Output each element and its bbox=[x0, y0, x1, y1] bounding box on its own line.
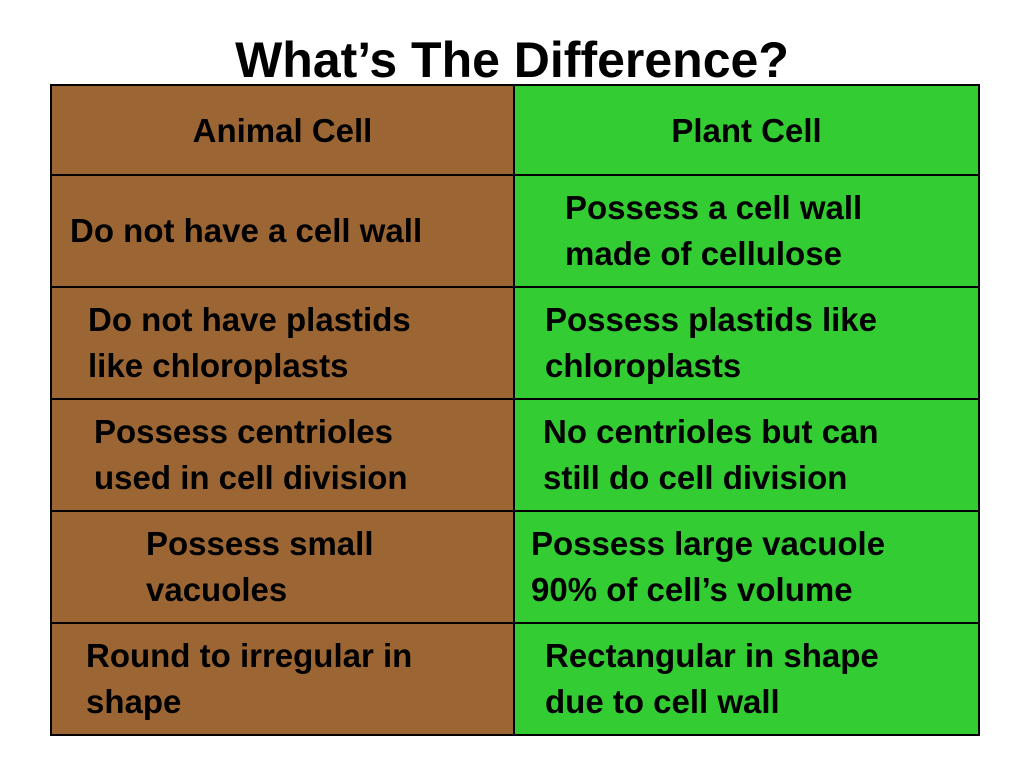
plant-cell-text: Possess large vacuole 90% of cell’s volu… bbox=[531, 525, 886, 608]
table-row: Round to irregular in shape Rectangular … bbox=[50, 622, 980, 736]
animal-cell-text: Possess centrioles used in cell division bbox=[94, 413, 408, 496]
table-row: Do not have plastids like chloroplasts P… bbox=[50, 286, 980, 400]
plant-cell-entry: Possess large vacuole 90% of cell’s volu… bbox=[513, 510, 980, 624]
table-row: Possess small vacuoles Possess large vac… bbox=[50, 510, 980, 624]
slide-title: What’s The Difference? bbox=[235, 32, 789, 88]
table-header-row: Animal Cell Plant Cell bbox=[50, 84, 980, 176]
plant-cell-text: Rectangular in shape due to cell wall bbox=[545, 637, 879, 720]
header-animal-cell: Animal Cell bbox=[50, 84, 515, 176]
header-plant-cell: Plant Cell bbox=[513, 84, 980, 176]
comparison-table: Animal Cell Plant Cell Do not have a cel… bbox=[50, 84, 980, 736]
animal-cell-entry: Round to irregular in shape bbox=[50, 622, 515, 736]
animal-cell-entry: Possess centrioles used in cell division bbox=[50, 398, 515, 512]
plant-cell-text: Possess a cell wall made of cellulose bbox=[565, 189, 863, 272]
animal-cell-entry: Do not have a cell wall bbox=[50, 174, 515, 288]
animal-cell-entry: Do not have plastids like chloroplasts bbox=[50, 286, 515, 400]
animal-cell-text: Do not have a cell wall bbox=[70, 212, 423, 249]
plant-cell-text: Possess plastids like chloroplasts bbox=[545, 301, 878, 384]
plant-cell-text: No centrioles but can still do cell divi… bbox=[543, 413, 879, 496]
plant-cell-entry: Possess plastids like chloroplasts bbox=[513, 286, 980, 400]
table-row: Do not have a cell wall Possess a cell w… bbox=[50, 174, 980, 288]
plant-cell-entry: No centrioles but can still do cell divi… bbox=[513, 398, 980, 512]
plant-cell-entry: Rectangular in shape due to cell wall bbox=[513, 622, 980, 736]
animal-cell-text: Round to irregular in shape bbox=[86, 637, 413, 720]
animal-cell-text: Possess small vacuoles bbox=[146, 525, 374, 608]
animal-cell-entry: Possess small vacuoles bbox=[50, 510, 515, 624]
animal-cell-text: Do not have plastids like chloroplasts bbox=[88, 301, 411, 384]
plant-cell-entry: Possess a cell wall made of cellulose bbox=[513, 174, 980, 288]
table-row: Possess centrioles used in cell division… bbox=[50, 398, 980, 512]
